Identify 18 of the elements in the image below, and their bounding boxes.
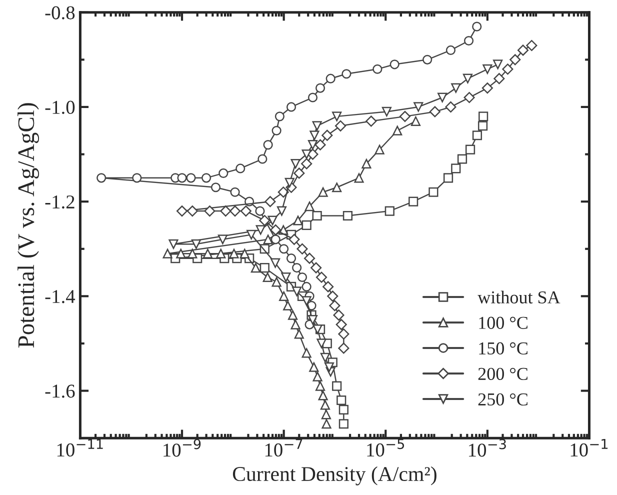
- x-tick-label: 10$^{−9}$: [164, 438, 201, 457]
- x-tick-label: 10$^{−11}$: [57, 438, 103, 457]
- x-tick-label: 10$^{−5}$: [367, 438, 404, 457]
- x-axis-title: Current Density (A/cm²): [232, 466, 436, 486]
- y-tick-label: -0.8: [45, 6, 75, 20]
- x-tick-label: 10$^{−1}$: [570, 438, 608, 457]
- legend-label: 100 °C: [479, 316, 528, 329]
- y-tick-label: -1.4: [45, 290, 76, 304]
- legend-label: 150 °C: [479, 342, 528, 354]
- x-tick-label: 10$^{−7}$: [265, 438, 302, 457]
- y-tick-label: -1.2: [45, 195, 74, 209]
- y-axis-title: Potential (V vs. Ag/AgCl): [18, 103, 40, 348]
- legend-label: 200 °C: [478, 368, 528, 380]
- legend-label: 250 °C: [478, 393, 528, 406]
- legend-label: without SA: [478, 290, 560, 304]
- y-tick-label: -1.0: [45, 100, 75, 114]
- y-tick-label: -1.6: [45, 384, 75, 398]
- x-tick-label: 10$^{−3}$: [469, 438, 506, 457]
